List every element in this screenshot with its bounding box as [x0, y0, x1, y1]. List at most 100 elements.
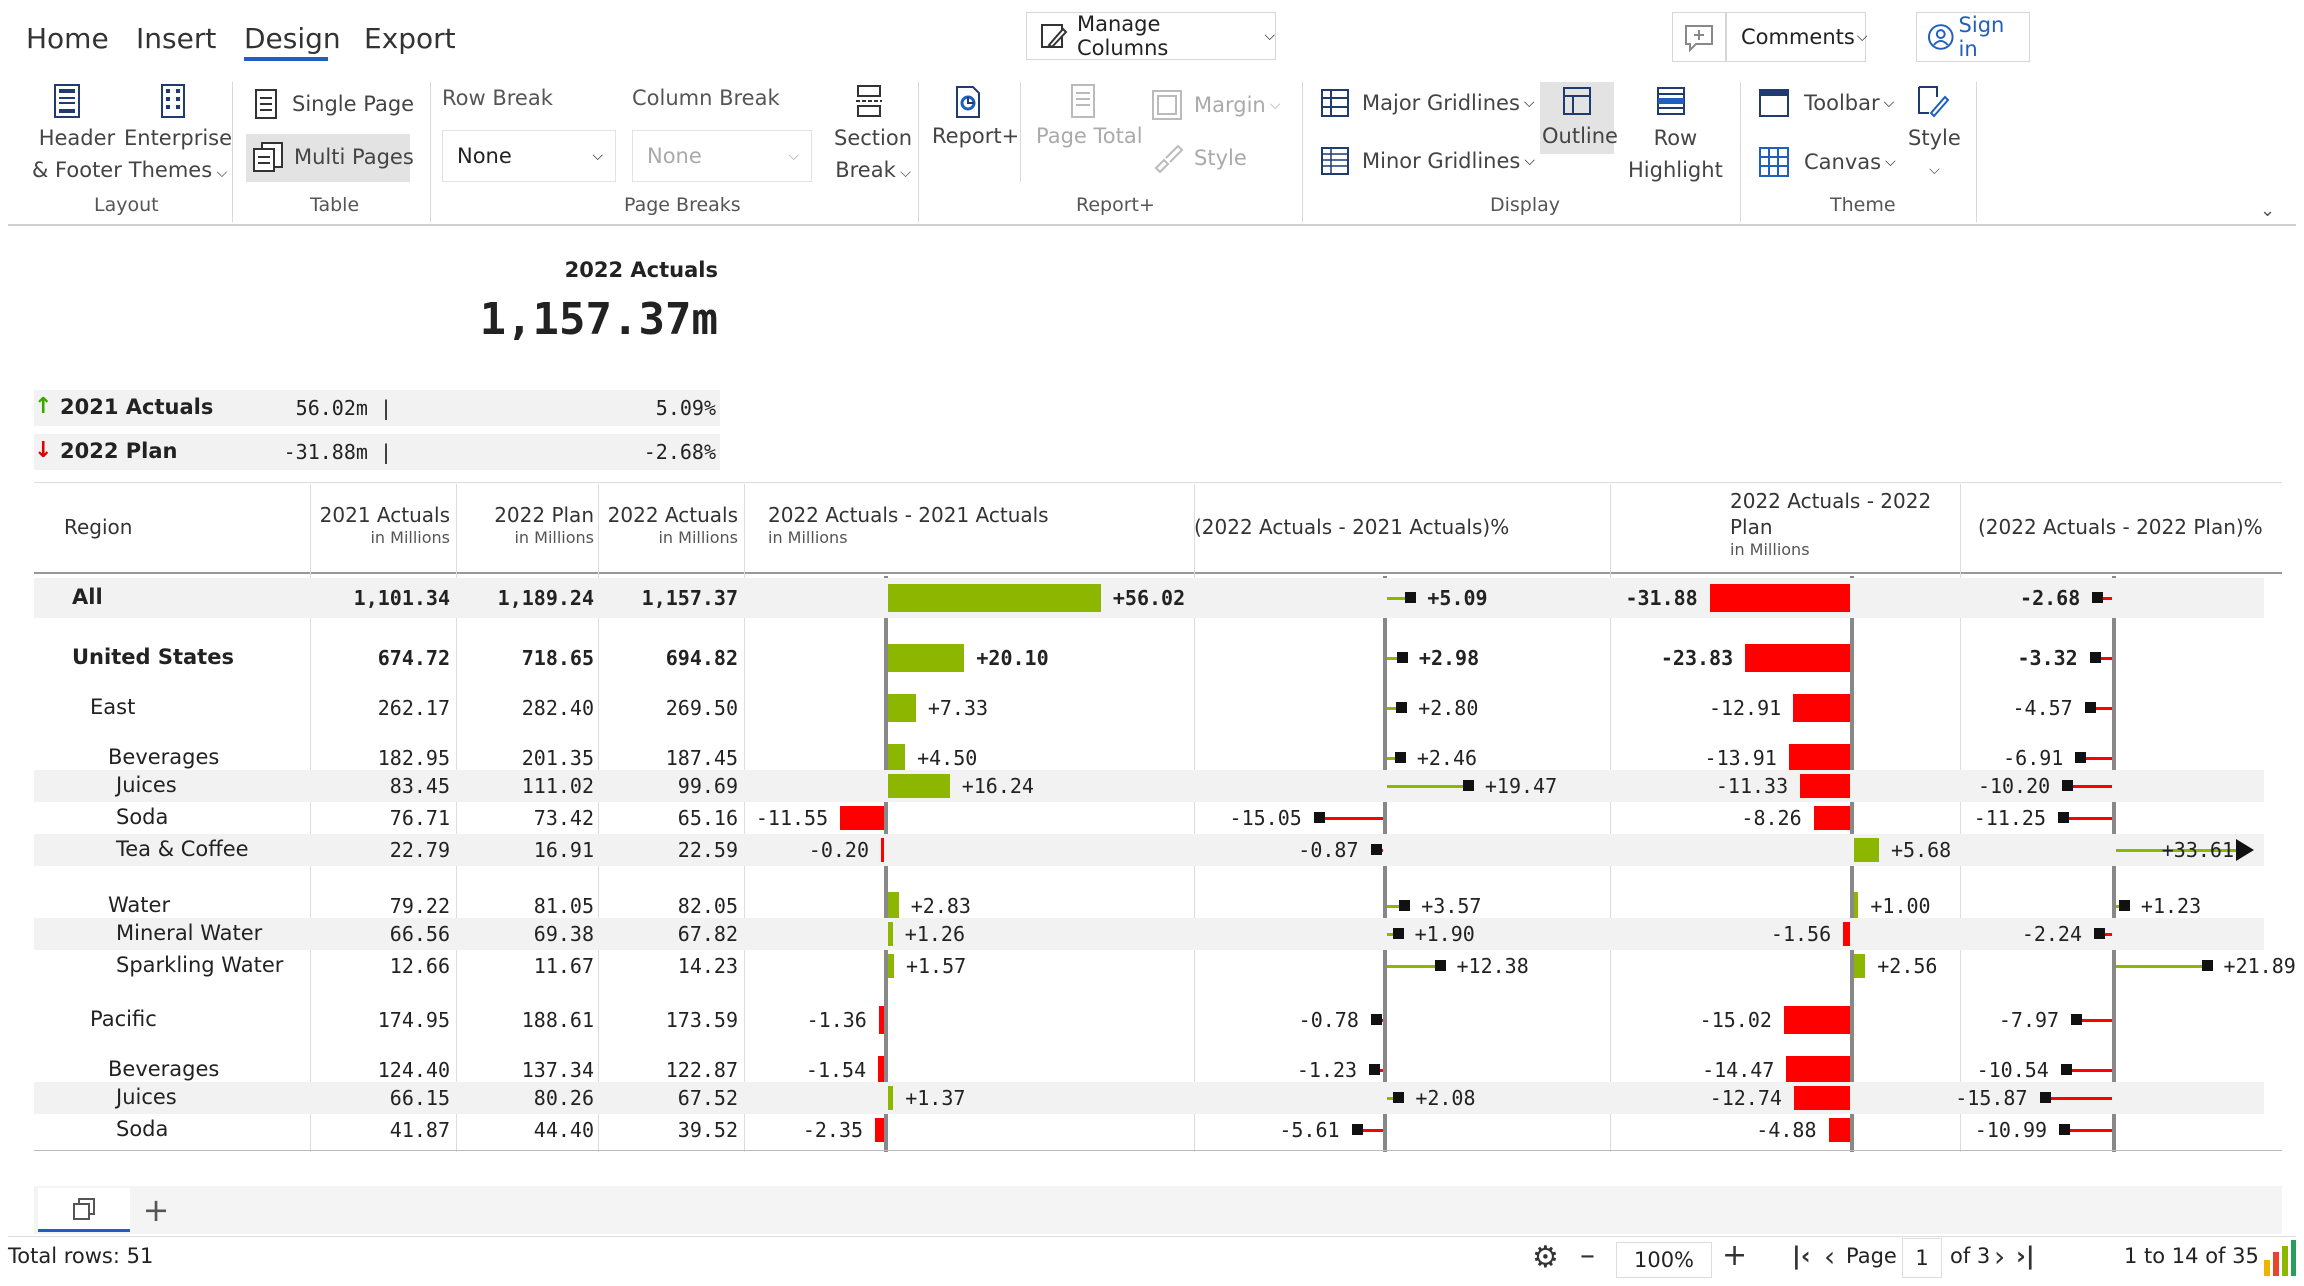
lollipop-stem — [1360, 1129, 1383, 1132]
multi-pages-content: Multi Pages — [252, 141, 414, 173]
row-break-select[interactable]: None ⌵ — [442, 130, 616, 182]
major-gridlines-button[interactable]: Major Gridlines ⌵ — [1320, 88, 1535, 118]
collapse-ribbon-icon[interactable]: ⌄ — [2260, 200, 2276, 221]
sheet-tab-1[interactable] — [38, 1188, 130, 1232]
variance-label: +1.57 — [905, 954, 967, 978]
single-page-button[interactable]: Single Page — [252, 88, 414, 120]
style-button-disabled[interactable]: Style — [1150, 142, 1247, 174]
theme-group-title: Theme — [1830, 194, 1896, 216]
variance-label: -2.35 — [802, 1118, 864, 1142]
tab-insert[interactable]: Insert — [136, 22, 217, 55]
sign-in-button[interactable]: Sign in — [1916, 12, 2030, 62]
lollipop-stem — [2093, 707, 2112, 710]
settings-gear-icon[interactable]: ⚙ — [1532, 1240, 1559, 1275]
minor-gridlines-button[interactable]: Minor Gridlines ⌵ — [1320, 146, 1535, 176]
section-break-label-1: Section — [834, 126, 913, 150]
zoom-out-button[interactable]: – — [1580, 1238, 1595, 1273]
page-input[interactable]: 1 — [1902, 1238, 1942, 1278]
zoom-in-button[interactable]: + — [1722, 1238, 1748, 1273]
page-total-button[interactable]: Page Total — [1036, 124, 1143, 148]
value-cell: 44.40 — [533, 1118, 594, 1142]
row-highlight-button[interactable]: Row Highlight — [1628, 122, 1723, 186]
lollipop-stem — [2101, 597, 2112, 600]
kpi-row-bg — [34, 434, 720, 470]
tab-home[interactable]: Home — [26, 22, 109, 55]
lollipop-head — [1370, 844, 1382, 855]
value-cell: 76.71 — [389, 806, 450, 830]
kpi-abs-2021: 56.02m | — [295, 396, 392, 420]
page-count-label: of 3 — [1950, 1244, 1991, 1268]
row-band — [34, 578, 2264, 618]
toolbar-button[interactable]: Toolbar ⌵ — [1758, 88, 1894, 118]
header-footer-label-1: Header — [38, 126, 116, 150]
variance-label: +16.24 — [961, 774, 1034, 798]
lollipop-head — [1462, 780, 1474, 791]
header-unit: in Millions — [514, 528, 594, 547]
sheet-tab-icon — [73, 1197, 95, 1220]
value-cell: 81.05 — [533, 894, 594, 918]
value-cell: 83.45 — [389, 774, 450, 798]
variance-label: -14.47 — [1702, 1058, 1775, 1082]
lollipop-head — [1313, 812, 1325, 823]
next-page-icon[interactable]: › — [1994, 1240, 2006, 1273]
section-break-icon — [852, 82, 886, 120]
variance-label: -1.36 — [806, 1008, 867, 1032]
variance-label: -0.20 — [808, 838, 869, 862]
sign-in-label: Sign in — [1958, 13, 2005, 61]
header-diff-actuals: 2022 Actuals - 2021 Actuals in Millions — [768, 503, 1049, 547]
sheet-bar — [34, 1186, 2282, 1234]
style-button[interactable]: Style ⌵ — [1908, 122, 1961, 186]
page-total-icon — [1066, 82, 1100, 120]
lollipop-stem — [1387, 785, 1465, 788]
row-label: Soda — [116, 1117, 169, 1141]
lollipop-stem — [2084, 757, 2112, 760]
canvas-button[interactable]: Canvas ⌵ — [1758, 146, 1896, 178]
column-break-select[interactable]: None ⌵ — [632, 130, 812, 182]
header-footer-button[interactable]: Header & Footer — [32, 122, 122, 186]
lollipop-head — [1393, 1092, 1405, 1103]
comment-add-button[interactable] — [1672, 12, 1726, 62]
variance-pct-label: +3.57 — [1421, 894, 1482, 918]
tab-export[interactable]: Export — [364, 22, 456, 55]
paint-brush-icon — [1154, 144, 1184, 174]
chevron-down-icon: ⌵ — [1269, 97, 1281, 113]
outline-label: Outline — [1542, 124, 1618, 148]
value-cell: 80.26 — [533, 1086, 594, 1110]
ribbon-separator — [918, 82, 919, 222]
last-page-icon[interactable]: ›| — [2016, 1242, 2035, 1270]
variance-bar — [888, 922, 893, 946]
variance-bar — [1854, 892, 1859, 920]
add-sheet-button[interactable]: + — [142, 1191, 170, 1229]
outline-button[interactable] — [1540, 82, 1614, 154]
lollipop-stem — [2071, 785, 2112, 788]
kpi-pct-plan: -2.68% — [643, 440, 716, 464]
ribbon-separator — [232, 82, 233, 222]
ribbon-bottom-border — [8, 224, 2296, 226]
variance-pct-label: -5.61 — [1279, 1118, 1340, 1142]
ribbon-separator — [430, 82, 431, 222]
value-cell: 269.50 — [665, 696, 738, 720]
zoom-input[interactable]: 100% — [1616, 1242, 1712, 1278]
variance-pct-label: +2.46 — [1416, 746, 1478, 770]
first-page-icon[interactable]: |‹ — [1792, 1242, 1811, 1270]
header-pct-actuals: (2022 Actuals - 2021 Actuals)% — [1194, 515, 1510, 539]
section-break-button[interactable]: Section Break ⌵ — [834, 122, 912, 189]
comments-dropdown[interactable]: Comments ⌵ — [1726, 12, 1867, 62]
prev-page-icon[interactable]: ‹ — [1824, 1240, 1836, 1273]
report-plus-button[interactable]: Report+ — [932, 124, 1020, 148]
variance-pct-label: -0.78 — [1298, 1008, 1359, 1032]
tab-design[interactable]: Design — [244, 22, 341, 55]
variance-label: -31.88 — [1625, 586, 1698, 610]
enterprise-themes-button[interactable]: Enterprise Themes ⌵ — [124, 122, 232, 189]
variance-bar — [875, 1118, 884, 1142]
value-cell: 67.82 — [677, 922, 738, 946]
lollipop-stem — [2116, 905, 2121, 908]
row-label: Mineral Water — [116, 921, 263, 945]
manage-columns-button[interactable]: Manage Columns ⌵ — [1026, 12, 1276, 60]
lollipop-head — [2058, 812, 2069, 823]
variance-bar — [1709, 584, 1850, 612]
variance-pct-label: +1.23 — [2140, 894, 2202, 918]
margin-button[interactable]: Margin ⌵ — [1150, 88, 1280, 122]
variance-pct-label: +33.61 — [2161, 838, 2234, 862]
variance-pct-label: +19.47 — [1484, 774, 1558, 798]
